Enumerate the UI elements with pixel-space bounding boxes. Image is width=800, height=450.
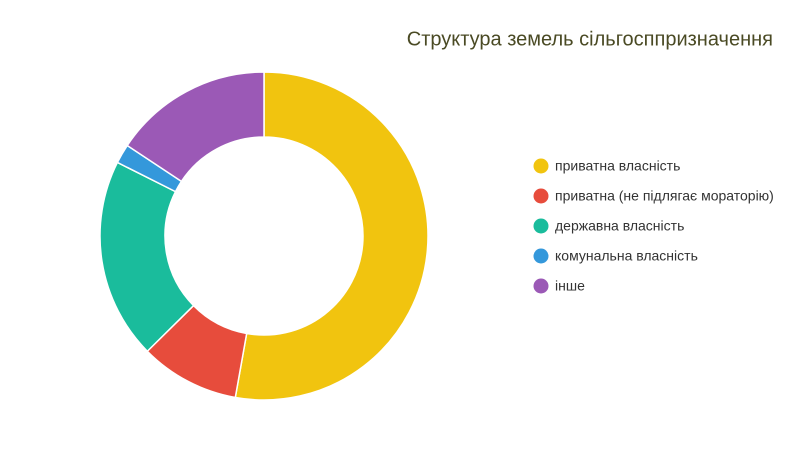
donut-slice [234,71,429,401]
donut-slice [99,161,195,353]
donut-slice [126,71,265,183]
legend-label: приватна власність [555,158,680,174]
legend-marker [533,218,549,234]
legend-marker [533,278,549,294]
legend-marker [533,188,549,204]
legend-label: комунальна власність [555,248,698,264]
legend-label: приватна (не підлягає мораторію) [555,188,774,204]
legend-label: інше [555,278,585,294]
legend-marker [533,158,549,174]
legend-label: державна власність [555,218,684,234]
chart-title: Структура земель сільгосппризначення [407,28,773,50]
legend-marker [533,248,549,264]
